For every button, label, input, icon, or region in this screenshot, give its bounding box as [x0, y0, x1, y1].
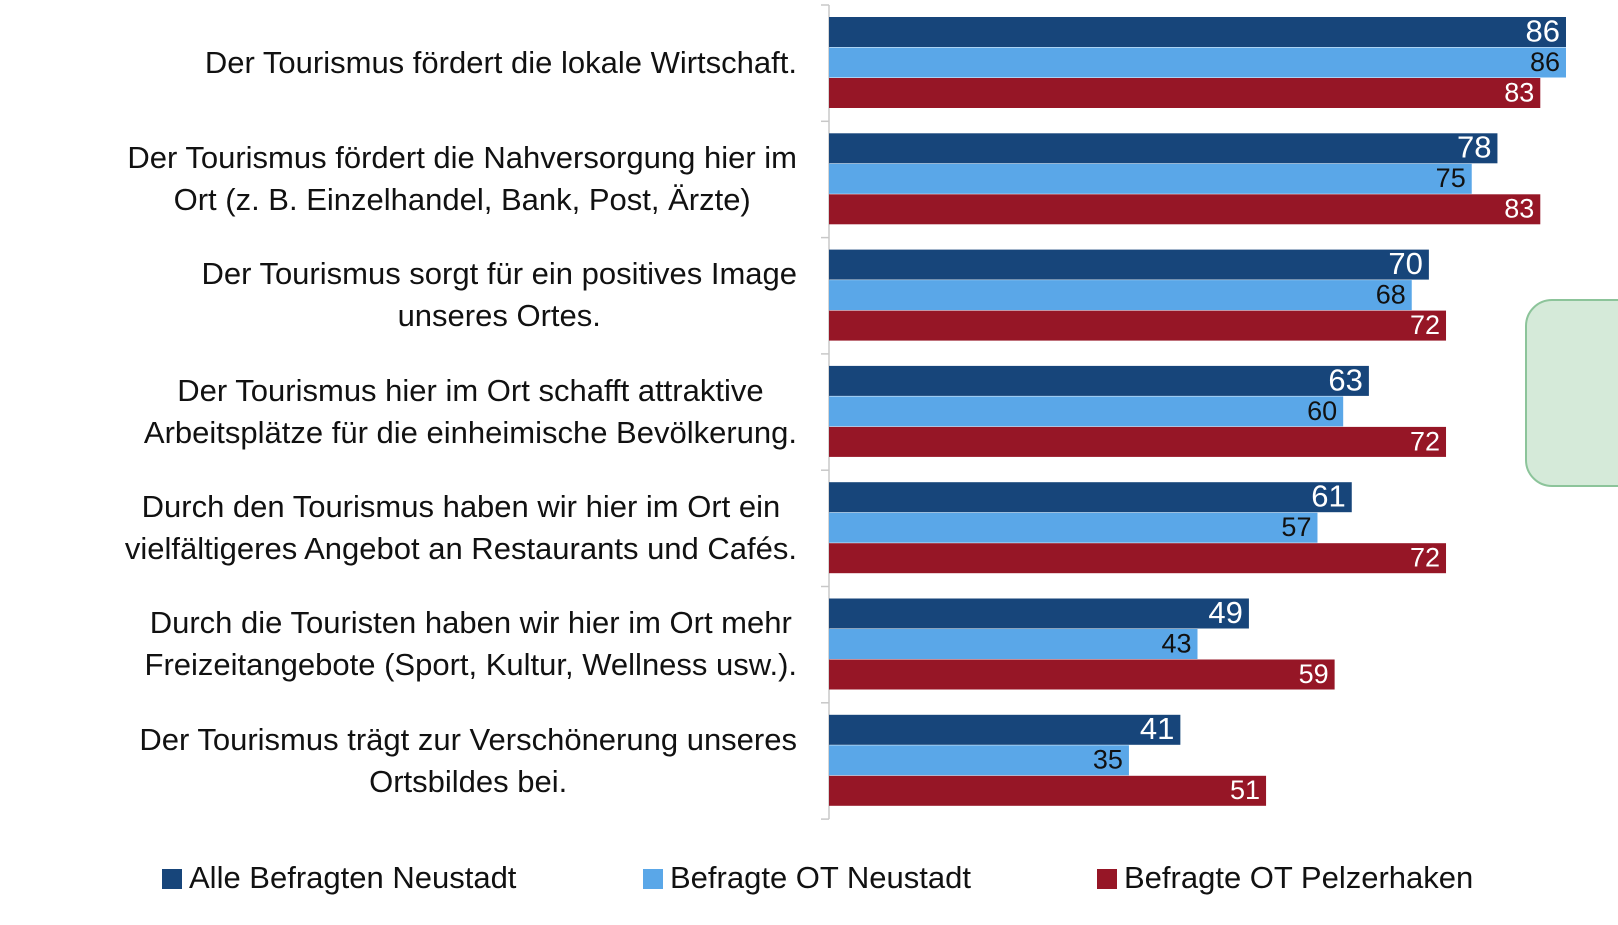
bar — [829, 280, 1412, 311]
legend-label: Befragte OT Pelzerhaken — [1124, 860, 1473, 895]
value-label: 60 — [1307, 396, 1337, 426]
value-label: 63 — [1328, 362, 1362, 397]
value-label: 86 — [1530, 47, 1560, 77]
legend-label: Befragte OT Neustadt — [670, 860, 971, 895]
bar — [829, 482, 1352, 513]
category-label: Der Tourismus hier im Ort schafft attrak… — [143, 372, 797, 450]
value-label: 78 — [1457, 130, 1491, 165]
category-label: Der Tourismus sorgt für ein positives Im… — [201, 256, 797, 334]
category-label: Der Tourismus fördert die Nahversorgung … — [127, 140, 797, 218]
callout-box — [1525, 299, 1618, 487]
bar — [829, 745, 1129, 776]
value-label: 72 — [1410, 310, 1440, 340]
bar — [829, 249, 1429, 280]
bar — [829, 659, 1335, 690]
bar — [829, 426, 1447, 457]
category-label: Durch die Touristen haben wir hier im Or… — [144, 605, 797, 683]
bar — [829, 598, 1249, 629]
value-label: 43 — [1161, 628, 1191, 658]
category-label: Der Tourismus fördert die lokale Wirtsch… — [204, 44, 797, 80]
bar — [829, 365, 1369, 396]
bar — [829, 194, 1541, 225]
bar — [829, 78, 1541, 108]
value-label: 72 — [1410, 543, 1440, 573]
value-label: 83 — [1504, 194, 1534, 224]
bar — [829, 133, 1498, 164]
legend-swatch — [643, 869, 663, 889]
value-label: 59 — [1299, 659, 1329, 689]
value-label: 72 — [1410, 426, 1440, 456]
bar — [829, 17, 1566, 47]
bar — [829, 163, 1472, 194]
legend-swatch — [162, 869, 182, 889]
value-label: 68 — [1376, 279, 1406, 309]
bar — [829, 714, 1181, 745]
value-label: 83 — [1504, 77, 1534, 107]
bar — [829, 543, 1447, 574]
bar — [829, 512, 1318, 543]
value-label: 41 — [1140, 711, 1174, 746]
bar — [829, 310, 1447, 341]
value-label: 61 — [1311, 479, 1345, 514]
value-label: 49 — [1208, 595, 1242, 630]
value-label: 35 — [1093, 745, 1123, 775]
legend-swatch — [1097, 869, 1117, 889]
bar — [829, 775, 1267, 806]
bar — [829, 629, 1198, 659]
bar — [829, 396, 1344, 427]
value-label: 70 — [1388, 246, 1422, 281]
bar — [829, 47, 1566, 78]
value-label: 75 — [1436, 163, 1466, 193]
value-label: 86 — [1526, 13, 1560, 48]
legend-label: Alle Befragten Neustadt — [189, 860, 517, 895]
value-label: 57 — [1281, 512, 1311, 542]
value-label: 51 — [1230, 775, 1260, 805]
category-label: Durch den Tourismus haben wir hier im Or… — [124, 488, 797, 566]
category-label: Der Tourismus trägt zur Verschönerung un… — [139, 721, 797, 799]
